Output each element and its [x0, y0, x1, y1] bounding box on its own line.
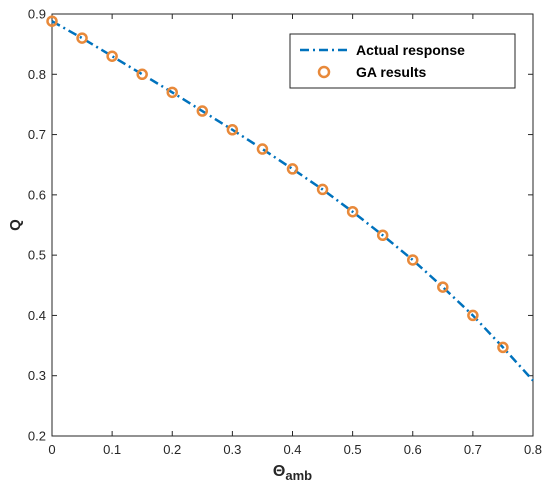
- ga-result-point: [76, 32, 88, 44]
- x-axis-label-subscript: amb: [285, 468, 312, 483]
- ga-result-point: [256, 143, 269, 155]
- legend-marker-sample: [317, 65, 331, 79]
- ga-result-point: [136, 68, 148, 81]
- x-tick-label: 0.4: [283, 442, 301, 457]
- x-tick-label: 0.7: [464, 442, 482, 457]
- x-axis-label: Θamb: [273, 463, 312, 483]
- ga-result-point: [316, 183, 329, 196]
- y-tick-label: 0.5: [28, 248, 46, 263]
- x-tick-label: 0: [48, 442, 55, 457]
- legend-label-ga-results: GA results: [356, 64, 426, 80]
- x-tick-label: 0.2: [163, 442, 181, 457]
- ga-result-point: [196, 105, 209, 117]
- x-tick-label: 0.6: [404, 442, 422, 457]
- x-tick-label: 0.8: [524, 442, 542, 457]
- ga-result-point: [376, 229, 389, 241]
- y-axis-ticks: 0.2 0.3 0.4 0.5 0.6 0.7 0.8 0.9: [28, 7, 533, 444]
- y-tick-label: 0.8: [28, 67, 46, 82]
- legend-label-actual-response: Actual response: [356, 42, 465, 58]
- ga-result-point: [226, 123, 239, 136]
- ga-result-point: [46, 15, 58, 27]
- x-tick-label: 0.1: [103, 442, 121, 457]
- y-tick-label: 0.9: [28, 7, 46, 22]
- ga-results-series: [46, 15, 509, 354]
- y-tick-label: 0.7: [28, 127, 46, 142]
- legend-box: [289, 33, 516, 89]
- ga-result-point: [467, 309, 479, 322]
- y-tick-label: 0.6: [28, 187, 46, 202]
- x-tick-label: 0.3: [223, 442, 241, 457]
- y-tick-label: 0.4: [28, 308, 46, 323]
- ga-result-point: [497, 341, 509, 354]
- x-tick-label: 0.5: [344, 442, 362, 457]
- legend: Actual response GA results: [289, 33, 516, 89]
- ga-result-point: [346, 205, 359, 218]
- ga-result-point: [286, 163, 299, 175]
- ga-result-point: [437, 281, 449, 293]
- ga-result-point: [106, 50, 118, 62]
- y-tick-label: 0.3: [28, 368, 46, 383]
- y-tick-label: 0.2: [28, 429, 46, 444]
- x-axis-ticks: 0 0.1 0.2 0.3 0.4 0.5 0.6 0.7 0.8: [48, 14, 542, 457]
- x-axis-label-main: Θ: [273, 463, 285, 480]
- ga-result-point: [407, 254, 419, 266]
- ga-result-point: [166, 86, 178, 99]
- y-axis-label: Q: [7, 219, 24, 231]
